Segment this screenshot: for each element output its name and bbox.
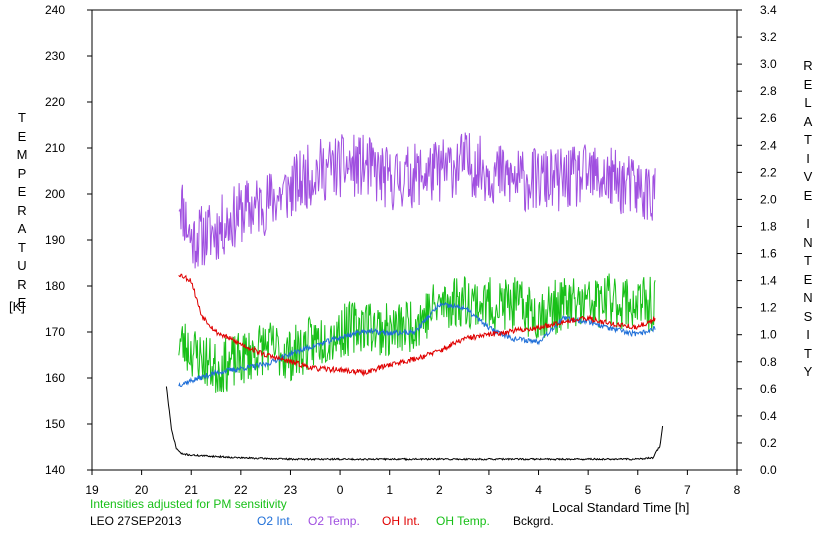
right-axis-ticks: 0.0 0.2 0.4 0.6 0.8 1.0 1.2 1.4 1.6 1.8 2.0 2.2 2.4 2… (737, 3, 777, 477)
series-oh-int (178, 273, 656, 377)
left-tick-label: 160 (45, 371, 65, 385)
x-tick-label: 8 (734, 483, 741, 497)
station-date: LEO 27SEP2013 (90, 514, 182, 528)
left-tick-label: 230 (45, 49, 65, 63)
x-tick-label: 5 (585, 483, 592, 497)
series-oh-temp (178, 273, 656, 393)
x-axis-ticks: 19 20 21 22 23 0 1 2 3 4 5 6 7 8 (85, 470, 741, 497)
series-o2-temp (178, 132, 656, 269)
note-text: Intensities adjusted for PM sensitivity (90, 497, 287, 511)
x-tick-label: 3 (486, 483, 493, 497)
right-tick-label: 2.6 (760, 111, 777, 125)
left-tick-label: 140 (45, 463, 65, 477)
right-tick-label: 3.4 (760, 3, 777, 17)
left-tick-label: 210 (45, 141, 65, 155)
right-tick-label: 3.0 (760, 57, 777, 71)
right-tick-label: 0.8 (760, 355, 777, 369)
right-tick-label: 2.2 (760, 165, 777, 179)
left-tick-label: 150 (45, 417, 65, 431)
right-tick-label: 0.0 (760, 463, 777, 477)
right-tick-label: 1.4 (760, 274, 777, 288)
legend-bckgrd: Bckgrd. (513, 514, 554, 528)
x-tick-label: 7 (684, 483, 691, 497)
left-tick-label: 200 (45, 187, 65, 201)
left-tick-label: 220 (45, 95, 65, 109)
x-tick-label: 6 (634, 483, 641, 497)
x-tick-label: 2 (436, 483, 443, 497)
x-tick-label: 1 (386, 483, 393, 497)
right-tick-label: 1.0 (760, 328, 777, 342)
right-tick-label: 0.4 (760, 409, 777, 423)
x-axis-label: Local Standard Time [h] (552, 500, 690, 515)
left-tick-label: 170 (45, 325, 65, 339)
plot-frame (91, 9, 738, 471)
legend-o2-int: O2 Int. (257, 514, 294, 528)
left-axis-ticks: 140 150 160 170 180 190 200 210 220 230 240 (45, 3, 92, 477)
legend-oh-temp: OH Temp. (436, 514, 490, 528)
left-tick-label: 240 (45, 3, 65, 17)
legend-o2-temp: O2 Temp. (308, 514, 360, 528)
right-tick-label: 0.6 (760, 382, 777, 396)
right-tick-label: 2.0 (760, 192, 777, 206)
x-tick-label: 21 (185, 483, 199, 497)
left-tick-label: 190 (45, 233, 65, 247)
x-tick-label: 19 (85, 483, 99, 497)
x-tick-label: 23 (284, 483, 298, 497)
x-tick-label: 0 (337, 483, 344, 497)
left-axis-unit: [K] (9, 299, 25, 314)
right-tick-label: 1.6 (760, 247, 777, 261)
legend-oh-int: OH Int. (382, 514, 421, 528)
right-tick-label: 3.2 (760, 30, 777, 44)
series-lines (165, 132, 664, 462)
right-tick-label: 1.2 (760, 301, 777, 315)
series-bckgrd (165, 386, 664, 462)
x-tick-label: 22 (234, 483, 248, 497)
x-tick-label: 20 (135, 483, 149, 497)
left-tick-label: 180 (45, 279, 65, 293)
right-tick-label: 0.2 (760, 436, 777, 450)
right-tick-label: 2.4 (760, 138, 777, 152)
right-tick-label: 2.8 (760, 84, 777, 98)
right-tick-label: 1.8 (760, 219, 777, 233)
x-tick-label: 4 (535, 483, 542, 497)
